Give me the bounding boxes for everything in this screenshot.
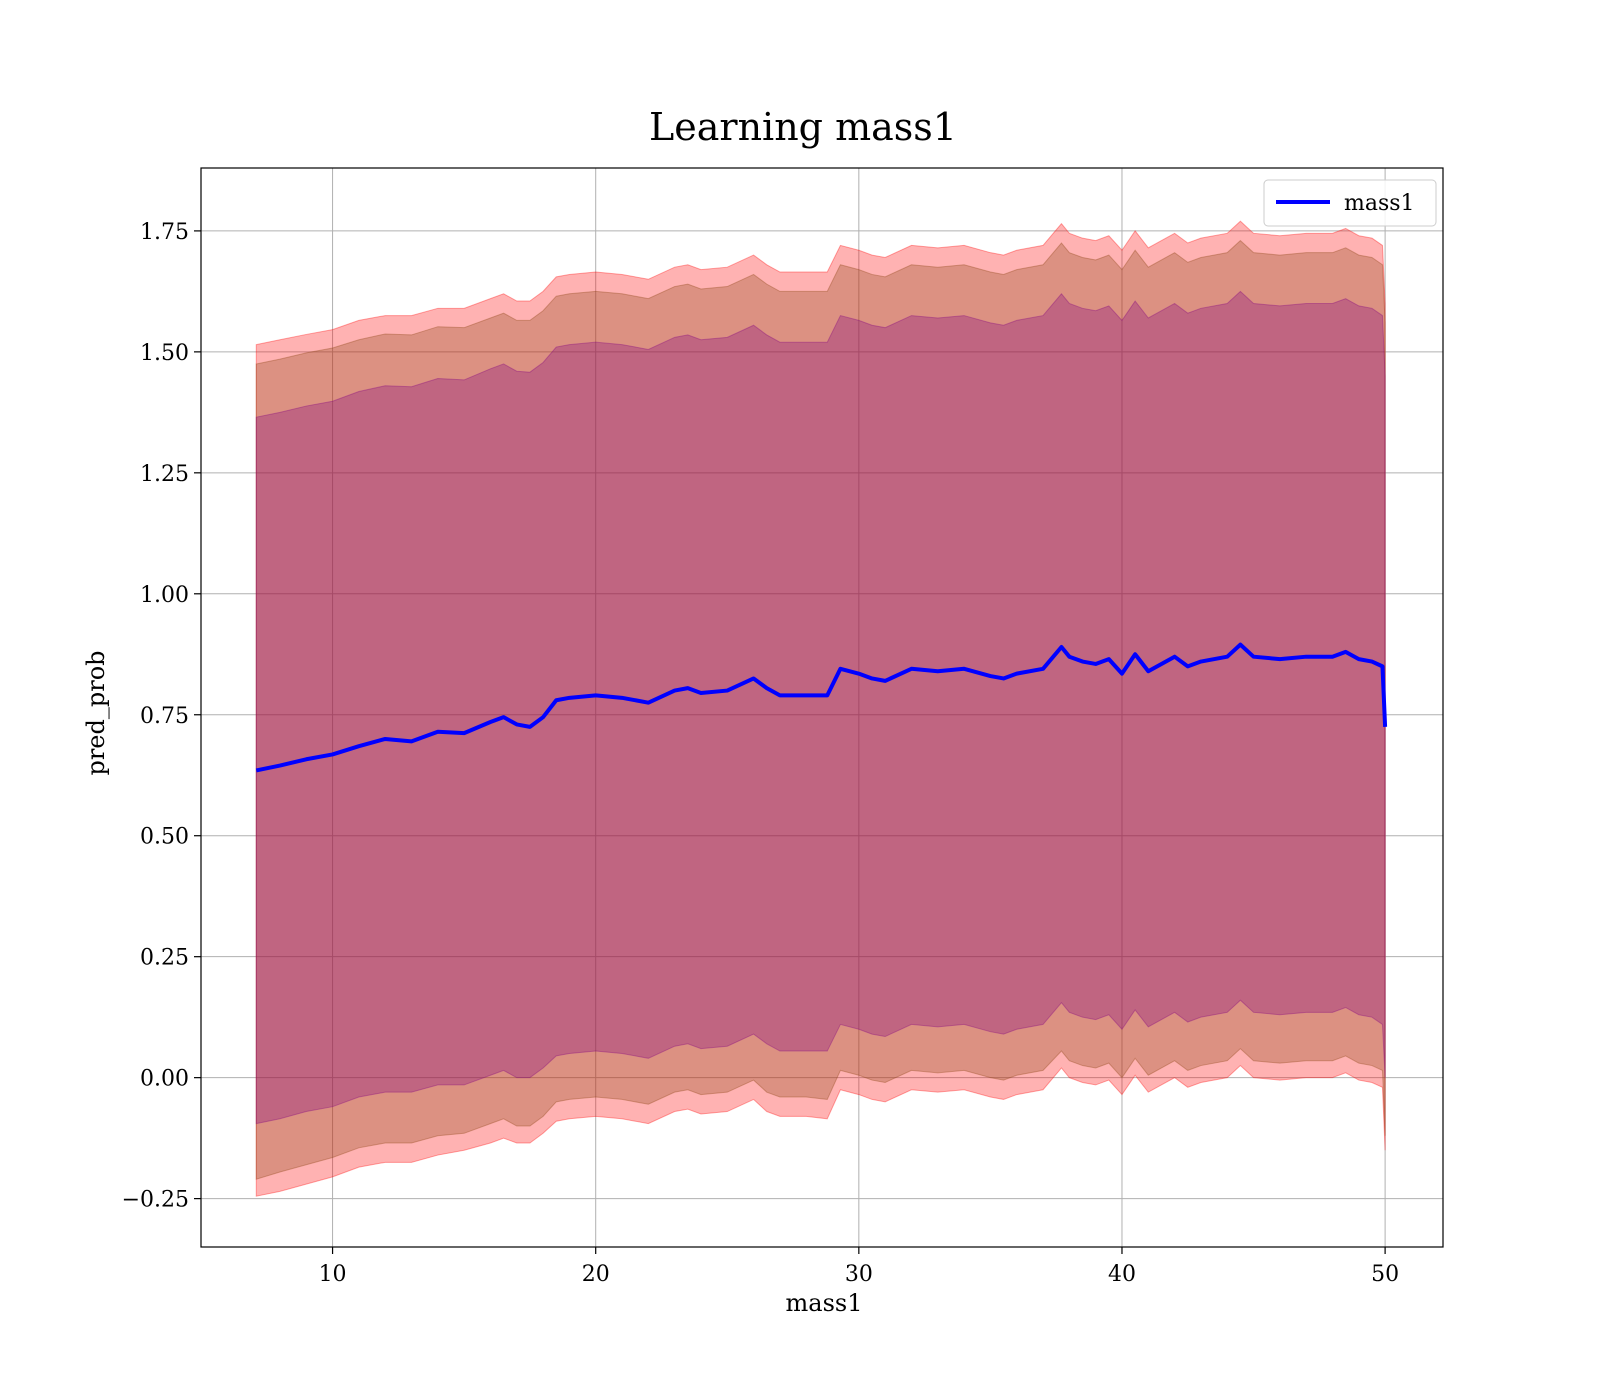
plot-frame	[200, 167, 1444, 1248]
x-tick-label-4: 50	[1371, 1262, 1399, 1287]
band-outer	[255, 220, 1386, 1197]
band-inner	[255, 290, 1386, 1125]
y-tick-label-8: 1.75	[140, 220, 189, 245]
series-line-mass1	[255, 642, 1388, 773]
x-axis-label: mass1	[786, 1289, 863, 1317]
band-middle	[255, 239, 1386, 1180]
y-tick-label-2: 0.25	[140, 946, 189, 971]
legend-label-mass1: mass1	[1344, 191, 1415, 216]
x-tick-label-0: 10	[319, 1262, 347, 1287]
axis-layer: 10 20 30 40 50 −0.25 0.00 0.25 0.50 0.75 1.00 1.25 1…	[122, 167, 1444, 1287]
x-tick-label-3: 40	[1108, 1262, 1136, 1287]
y-tick-label-3: 0.50	[140, 825, 189, 850]
y-tick-label-1: 0.00	[140, 1067, 189, 1092]
y-tick-label-6: 1.25	[140, 462, 189, 487]
y-tick-label-0: −0.25	[122, 1188, 189, 1213]
x-tick-label-2: 30	[845, 1262, 873, 1287]
band-layer	[255, 220, 1386, 1197]
y-tick-label-5: 1.00	[140, 583, 189, 608]
y-tick-label-4: 0.75	[140, 704, 189, 729]
x-tick-label-1: 20	[582, 1262, 610, 1287]
y-axis-label: pred_prob	[82, 650, 110, 775]
legend-box	[1263, 179, 1437, 227]
legend: mass1	[1263, 179, 1437, 227]
y-tick-label-7: 1.50	[140, 341, 189, 366]
chart-title: Learning mass1	[649, 105, 957, 149]
line-layer	[255, 642, 1388, 773]
